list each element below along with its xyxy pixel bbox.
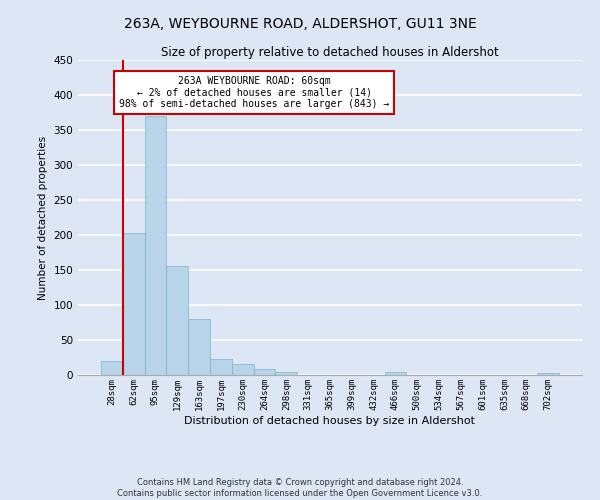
Text: 263A, WEYBOURNE ROAD, ALDERSHOT, GU11 3NE: 263A, WEYBOURNE ROAD, ALDERSHOT, GU11 3N… bbox=[124, 18, 476, 32]
X-axis label: Distribution of detached houses by size in Aldershot: Distribution of detached houses by size … bbox=[185, 416, 476, 426]
Text: Contains HM Land Registry data © Crown copyright and database right 2024.
Contai: Contains HM Land Registry data © Crown c… bbox=[118, 478, 482, 498]
Bar bbox=[275, 372, 297, 375]
Bar bbox=[145, 116, 166, 375]
Bar bbox=[123, 233, 145, 375]
Y-axis label: Number of detached properties: Number of detached properties bbox=[38, 136, 48, 300]
Bar bbox=[254, 370, 275, 375]
Title: Size of property relative to detached houses in Aldershot: Size of property relative to detached ho… bbox=[161, 46, 499, 59]
Bar bbox=[232, 364, 254, 375]
Bar bbox=[537, 373, 559, 375]
Bar bbox=[210, 359, 232, 375]
Bar bbox=[101, 361, 123, 375]
Bar bbox=[166, 266, 188, 375]
Bar bbox=[385, 372, 406, 375]
Bar bbox=[188, 319, 210, 375]
Text: 263A WEYBOURNE ROAD: 60sqm
← 2% of detached houses are smaller (14)
98% of semi-: 263A WEYBOURNE ROAD: 60sqm ← 2% of detac… bbox=[119, 76, 389, 109]
